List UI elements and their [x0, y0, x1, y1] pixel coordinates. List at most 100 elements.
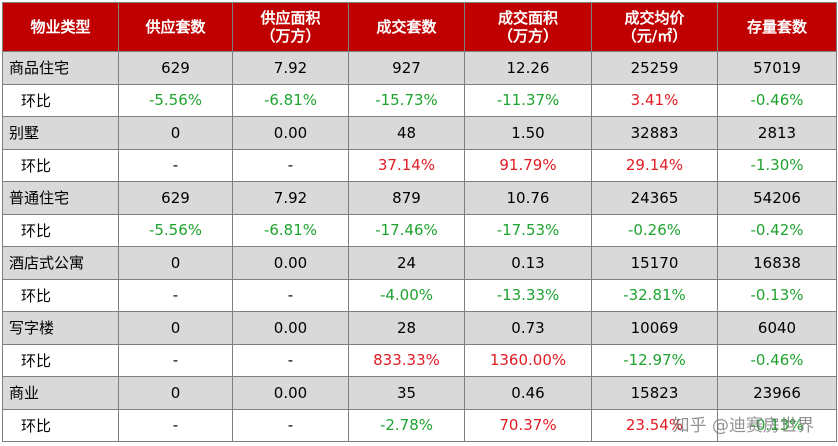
table-cell: 0 — [118, 311, 233, 345]
table-cell: 48 — [348, 116, 465, 150]
table-cell: 32883 — [591, 116, 718, 150]
table-cell: -4.00% — [348, 278, 465, 312]
table-cell: -0.13% — [717, 278, 837, 312]
table-cell: 0.00 — [232, 116, 349, 150]
table-row: 商品住宅 629 7.92 927 12.26 25259 57019 — [2, 51, 837, 85]
table-cell: -6.81% — [232, 213, 349, 247]
column-header: 成交套数 — [348, 2, 465, 52]
table-cell: -0.42% — [717, 213, 837, 247]
table-cell: 3.41% — [591, 83, 718, 117]
column-header: 存量套数 — [717, 2, 837, 52]
table-cell: 15823 — [591, 376, 718, 410]
row-label: 普通住宅 — [2, 181, 119, 215]
table-cell: -1.30% — [717, 148, 837, 182]
table-cell: 629 — [118, 181, 233, 215]
table-cell: - — [118, 343, 233, 377]
table-cell: 6040 — [717, 311, 837, 345]
table-cell: 1.50 — [464, 116, 592, 150]
table-cell: 0 — [118, 246, 233, 280]
table-row: 普通住宅 629 7.92 879 10.76 24365 54206 — [2, 181, 837, 215]
table-cell: 37.14% — [348, 148, 465, 182]
row-label: 商品住宅 — [2, 51, 119, 85]
table-cell: -11.37% — [464, 83, 592, 117]
table-cell: 24365 — [591, 181, 718, 215]
table-cell: 57019 — [717, 51, 837, 85]
table-cell: 879 — [348, 181, 465, 215]
table-row-mom: 环比 - -833.33% 1360.00% -12.97% -0.46% — [2, 343, 837, 377]
table-cell: 0.46 — [464, 376, 592, 410]
table-cell: 0.13 — [464, 246, 592, 280]
column-header: 成交均价 （元/㎡） — [591, 2, 718, 52]
table-cell: 23.54% — [591, 408, 718, 442]
table-cell: -15.73% — [348, 83, 465, 117]
row-label: 别墅 — [2, 116, 119, 150]
table-cell: - — [232, 148, 349, 182]
row-label: 酒店式公寓 — [2, 246, 119, 280]
table-row: 酒店式公寓 0 0.00 24 0.13 15170 16838 — [2, 246, 837, 280]
table-cell: -0.46% — [717, 343, 837, 377]
table-body: 商品住宅 629 7.92 927 12.26 25259 57019 环比 -5.56% -6.… — [2, 51, 837, 442]
table-cell: -17.53% — [464, 213, 592, 247]
table-row-mom: 环比 -5.56% -6.81% -15.73% -11.37% 3.41% -0.46% — [2, 83, 837, 117]
column-header: 物业类型 — [2, 2, 119, 52]
table-row-mom: 环比 - - -4.00% -13.33% -32.81% -0.13% — [2, 278, 837, 312]
column-header-text: 成交面积 — [497, 9, 558, 27]
table-cell: 16838 — [717, 246, 837, 280]
table-cell: 927 — [348, 51, 465, 85]
column-header-text: 物业类型 — [30, 18, 91, 36]
table-cell: -13.33% — [464, 278, 592, 312]
table-cell: 29.14% — [591, 148, 718, 182]
table-cell: - — [118, 278, 233, 312]
table-cell: 12.26 — [464, 51, 592, 85]
table-cell: 0.73 — [464, 311, 592, 345]
table-cell: - — [232, 408, 349, 442]
table-cell: -0.13% — [717, 408, 837, 442]
table-cell: - — [232, 343, 349, 377]
column-header: 供应套数 — [118, 2, 233, 52]
table-cell: 0.00 — [232, 311, 349, 345]
table-cell: 54206 — [717, 181, 837, 215]
table-cell: -6.81% — [232, 83, 349, 117]
row-label: 写字楼 — [2, 311, 119, 345]
table-cell: 28 — [348, 311, 465, 345]
table-cell: -0.26% — [591, 213, 718, 247]
table-cell: -5.56% — [118, 213, 233, 247]
table-cell: 35 — [348, 376, 465, 410]
table-cell: 7.92 — [232, 181, 349, 215]
row-label: 环比 — [2, 343, 119, 377]
column-header-text: 供应套数 — [145, 18, 206, 36]
table-row-mom: 环比 - - -2.78% 70.37% 23.54% -0.13% — [2, 408, 837, 442]
row-label: 环比 — [2, 408, 119, 442]
table-row-mom: 环比 - -37.14% 91.79% 29.14% -1.30% — [2, 148, 837, 182]
table-row: 别墅 0 0.00 48 1.50 32883 2813 — [2, 116, 837, 150]
table-cell: 1360.00% — [464, 343, 592, 377]
row-label: 商业 — [2, 376, 119, 410]
row-label: 环比 — [2, 278, 119, 312]
row-label: 环比 — [2, 213, 119, 247]
table-cell: 24 — [348, 246, 465, 280]
table-cell: 0 — [118, 376, 233, 410]
table-cell: -2.78% — [348, 408, 465, 442]
column-header-text: 成交套数 — [376, 18, 437, 36]
column-header-text: （万方） — [497, 27, 558, 45]
table-cell: 629 — [118, 51, 233, 85]
table-cell: - — [232, 278, 349, 312]
table-cell: 0.00 — [232, 246, 349, 280]
row-label: 环比 — [2, 148, 119, 182]
column-header-text: 存量套数 — [746, 18, 807, 36]
row-label: 环比 — [2, 83, 119, 117]
table-row: 写字楼 0 0.00 28 0.73 10069 6040 — [2, 311, 837, 345]
table-cell: - — [118, 408, 233, 442]
table-cell: -17.46% — [348, 213, 465, 247]
column-header-text: 成交均价 — [624, 9, 685, 27]
table-cell: 23966 — [717, 376, 837, 410]
column-header-text: （万方） — [260, 27, 321, 45]
table-cell: 70.37% — [464, 408, 592, 442]
column-header-text: （元/㎡） — [621, 27, 688, 45]
table-row-mom: 环比 -5.56% -6.81% -17.46% -17.53% -0.26% -0.42% — [2, 213, 837, 247]
table-cell: - — [118, 148, 233, 182]
table-cell: 833.33% — [348, 343, 465, 377]
column-header: 供应面积 （万方） — [232, 2, 349, 52]
table-cell: 0 — [118, 116, 233, 150]
